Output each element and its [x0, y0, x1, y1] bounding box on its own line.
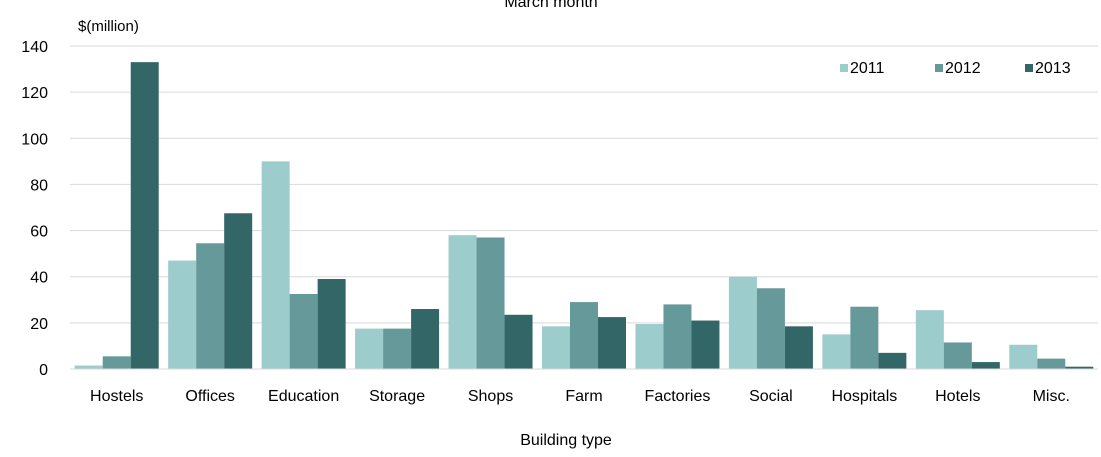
y-tick-label: 120	[21, 85, 48, 102]
bar-2011-factories	[635, 324, 664, 369]
bar-2012-offices	[196, 243, 225, 369]
bar-2013-education	[317, 279, 346, 369]
bar-2011-misc	[1009, 344, 1038, 369]
y-tick-labels: 0 20 40 60 80 100 120 140	[21, 39, 48, 379]
bar-2012-education	[289, 294, 318, 369]
bar-2012-social	[756, 288, 785, 369]
legend-swatch	[840, 64, 848, 72]
x-tick-label: Storage	[369, 388, 425, 405]
y-unit-label: $(million)	[78, 18, 139, 35]
x-axis-title: Building type	[520, 432, 612, 449]
x-tick-label: Farm	[565, 388, 602, 405]
category-labels: Hostels Offices Education Storage Shops Farm F…	[90, 388, 1070, 405]
bar-2012-factories	[663, 304, 692, 369]
legend-swatch	[935, 64, 943, 72]
y-tick-label: 140	[21, 39, 48, 56]
bar-2013-hotels	[971, 362, 1000, 369]
y-tick-label: 0	[39, 362, 48, 379]
x-tick-label: Social	[749, 388, 793, 405]
bar-2013-hospitals	[878, 352, 907, 369]
legend-label: 2011	[850, 60, 885, 77]
bar-2013-shops	[504, 314, 533, 369]
x-tick-label: Hostels	[90, 388, 143, 405]
x-tick-label: Hospitals	[831, 388, 897, 405]
bar-2013-misc	[1065, 366, 1094, 369]
x-tick-label: Factories	[645, 388, 711, 405]
legend-swatch	[1025, 64, 1033, 72]
bars	[74, 62, 1094, 370]
bar-2012-shops	[476, 237, 505, 369]
x-tick-label: Education	[268, 388, 339, 405]
bar-2012-hostels	[102, 356, 131, 369]
x-tick-label: Shops	[468, 388, 513, 405]
chart-title: March month	[504, 0, 597, 11]
bar-2011-shops	[448, 235, 477, 369]
bar-2011-offices	[168, 260, 197, 369]
y-tick-label: 40	[30, 270, 48, 287]
bar-2011-farm	[542, 326, 570, 369]
x-tick-label: Hotels	[935, 388, 980, 405]
y-tick-label: 60	[30, 224, 48, 241]
bar-2013-farm	[598, 317, 626, 369]
bar-2012-hotels	[943, 342, 972, 369]
bar-2012-misc	[1037, 358, 1066, 369]
y-tick-label: 100	[21, 131, 48, 148]
bar-2013-storage	[411, 309, 440, 369]
bar-2013-offices	[224, 213, 253, 369]
bar-2012-farm	[570, 302, 598, 369]
bar-2013-hostels	[130, 62, 159, 370]
legend: 2011 2012 2013	[840, 60, 1071, 77]
x-tick-label: Misc.	[1033, 388, 1070, 405]
bar-2011-hospitals	[822, 334, 851, 369]
bar-2011-storage	[355, 328, 384, 369]
bar-2012-storage	[383, 328, 412, 369]
bar-2011-hostels	[74, 365, 103, 369]
bar-2012-hospitals	[850, 306, 879, 369]
legend-label: 2013	[1035, 60, 1071, 77]
bar-2013-factories	[691, 320, 720, 369]
bar-2013-social	[784, 326, 813, 369]
bar-2011-education	[261, 161, 290, 369]
bar-2011-social	[728, 276, 757, 369]
x-tick-label: Offices	[185, 388, 235, 405]
legend-label: 2012	[945, 60, 981, 77]
bar-2011-hotels	[915, 310, 944, 369]
y-tick-label: 20	[30, 316, 48, 333]
y-tick-label: 80	[30, 177, 48, 194]
